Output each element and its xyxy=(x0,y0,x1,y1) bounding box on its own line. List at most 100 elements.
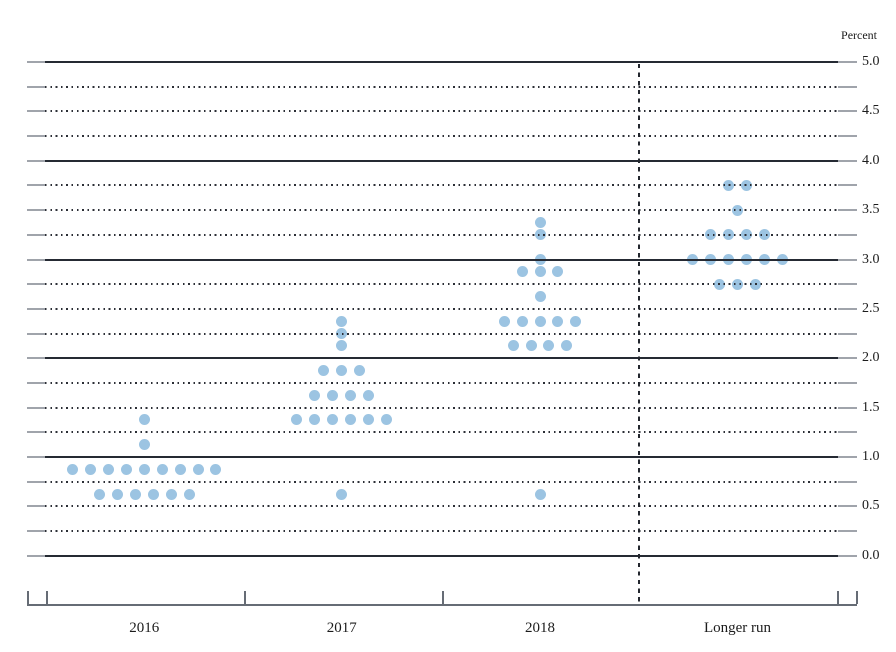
projection-dot xyxy=(309,414,321,426)
gridline-cap-left xyxy=(27,184,45,187)
projection-dot xyxy=(120,463,132,475)
gridline-cap-right xyxy=(838,209,857,212)
gridline-dotted xyxy=(45,307,838,310)
y-axis-tick-label: 5.0 xyxy=(862,54,880,69)
y-axis-tick-label: 3.5 xyxy=(862,202,880,218)
projection-dot xyxy=(534,488,546,500)
projection-dot xyxy=(129,488,141,500)
projection-dot xyxy=(363,389,375,401)
projection-dot xyxy=(516,266,528,278)
gridline-cap-right xyxy=(838,381,857,384)
gridline-dotted xyxy=(45,110,838,113)
projection-dot xyxy=(534,216,546,228)
gridline-dotted xyxy=(45,332,838,335)
gridline-solid xyxy=(45,159,838,162)
projection-dot xyxy=(174,463,186,475)
axis-tick xyxy=(27,591,29,604)
projection-dot xyxy=(336,340,348,352)
gridline-cap-left xyxy=(27,61,45,63)
gridline-cap-left xyxy=(27,135,45,138)
gridline-cap-right xyxy=(838,184,857,187)
gridline-cap-left xyxy=(27,283,45,286)
gridline-cap-right xyxy=(838,110,857,113)
gridline-cap-left xyxy=(27,85,45,88)
axis-tick xyxy=(837,591,839,604)
gridline-cap-left xyxy=(27,159,45,162)
projection-dot xyxy=(534,266,546,278)
projection-dot xyxy=(291,414,303,426)
y-axis-tick-label: 0.5 xyxy=(862,498,880,514)
gridline-cap-right xyxy=(838,159,857,162)
gridline-solid xyxy=(45,456,838,458)
projection-dot xyxy=(183,488,195,500)
y-axis-tick-label: 2.0 xyxy=(862,350,880,366)
gridline-cap-left xyxy=(27,110,45,113)
x-axis-label: 2016 xyxy=(129,620,160,636)
gridline-cap-right xyxy=(838,258,857,261)
y-axis-tick-label: 2.5 xyxy=(862,300,880,316)
gridline-cap-left xyxy=(27,357,45,360)
gridline-cap-left xyxy=(27,209,45,212)
gridline-dotted xyxy=(45,406,838,409)
projection-dot xyxy=(309,389,321,401)
gridline-dotted xyxy=(45,283,838,286)
gridline-cap-left xyxy=(27,332,45,335)
gridline-cap-left xyxy=(27,307,45,310)
projection-dot xyxy=(534,291,546,303)
x-axis-label: 2017 xyxy=(326,620,357,636)
gridline-dotted xyxy=(45,431,838,434)
gridline-dotted xyxy=(45,480,838,483)
gridline-cap-left xyxy=(27,456,45,458)
projection-dot xyxy=(363,414,375,426)
gridline-cap-right xyxy=(838,530,857,533)
gridline-cap-left xyxy=(27,505,45,508)
projection-dot xyxy=(336,315,348,327)
projection-dot xyxy=(111,488,123,500)
gridline-cap-right xyxy=(838,406,857,409)
projection-dot xyxy=(525,340,537,352)
gridline-dotted xyxy=(45,184,838,187)
projection-dot xyxy=(103,463,114,475)
gridline-solid xyxy=(45,357,838,360)
projection-dot xyxy=(192,463,204,475)
gridline-cap-left xyxy=(27,381,45,384)
y-axis-unit-label: Percent xyxy=(841,28,877,42)
projection-dot xyxy=(165,488,177,500)
x-axis-label: 2018 xyxy=(525,620,555,636)
gridline-solid xyxy=(45,554,838,557)
gridline-dotted xyxy=(45,505,838,508)
projection-dot xyxy=(345,414,357,426)
projection-dot xyxy=(516,315,528,327)
y-axis-tick-label: 4.5 xyxy=(862,103,880,119)
gridline-cap-right xyxy=(838,357,857,360)
projection-dot xyxy=(552,266,564,278)
gridline-cap-right xyxy=(838,332,857,335)
projection-dot xyxy=(318,365,330,377)
projection-dot xyxy=(345,389,357,401)
axis-tick xyxy=(442,591,444,604)
gridline-cap-right xyxy=(838,480,857,483)
gridline-cap-right xyxy=(838,61,857,63)
gridline-cap-right xyxy=(838,283,857,286)
gridline-dotted xyxy=(45,85,838,88)
projection-dot xyxy=(138,439,150,451)
gridline-cap-right xyxy=(838,554,857,557)
projection-dot xyxy=(138,463,150,475)
axis-baseline xyxy=(27,604,857,606)
axis-tick xyxy=(244,591,246,604)
gridline-cap-left xyxy=(27,258,45,261)
y-axis-tick-label: 1.5 xyxy=(862,399,880,415)
gridline-cap-left xyxy=(27,480,45,483)
gridline-cap-right xyxy=(838,307,857,310)
gridline-cap-left xyxy=(27,530,45,533)
gridline-cap-right xyxy=(838,233,857,236)
projection-dot xyxy=(534,315,546,327)
gridline-cap-right xyxy=(838,135,857,138)
gridline-cap-right xyxy=(838,505,857,508)
y-axis-tick-label: 4.0 xyxy=(862,152,880,168)
projection-dot xyxy=(210,463,222,475)
gridline-cap-right xyxy=(838,85,857,88)
projection-dot xyxy=(498,315,510,327)
